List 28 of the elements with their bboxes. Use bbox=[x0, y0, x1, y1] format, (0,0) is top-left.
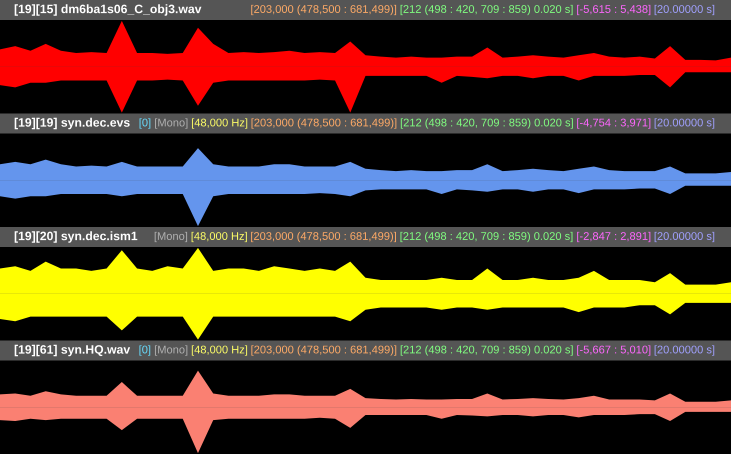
text: [20.00000 s] bbox=[654, 4, 714, 16]
text: [212 (498 : 420, 709 : 859) 0.020 s] bbox=[400, 4, 573, 16]
text: [212 (498 : 420, 709 : 859) 0.020 s] bbox=[400, 345, 573, 356]
text: [-5,667 : 5,010] bbox=[577, 345, 650, 356]
text: [-5,615 : 5,438] bbox=[577, 4, 650, 16]
text: [212 (498 : 420, 709 : 859) 0.020 s] bbox=[400, 118, 573, 129]
text: [0] bbox=[140, 118, 150, 129]
text: [203,000 (478,500 : 681,499)] bbox=[251, 4, 396, 16]
text: [0] bbox=[139, 345, 150, 356]
text: [20.00000 s] bbox=[654, 345, 714, 356]
chart-title: [19][61] syn.HQ.wav bbox=[14, 344, 130, 356]
text: [-4,754 : 3,971] bbox=[577, 118, 650, 129]
text: [48,000 Hz] bbox=[192, 232, 247, 242]
chart-title: [19][15] dm6ba1s06_C_obj3.wav bbox=[14, 4, 202, 16]
text: [203,000 (478,500 : 681,499)] bbox=[251, 345, 396, 356]
text: [20.00000 s] bbox=[654, 232, 714, 242]
text: [20.00000 s] bbox=[654, 118, 714, 129]
chart-title: [19][20] syn.dec.ism1 bbox=[14, 231, 138, 243]
text: [-2,847 : 2,891] bbox=[577, 232, 650, 242]
text: [48,000 Hz] bbox=[192, 345, 248, 356]
text: [203,000 (478,500 : 681,499)] bbox=[251, 232, 396, 242]
text: [48,000 Hz] bbox=[192, 118, 248, 129]
text: [212 (498 : 420, 709 : 859) 0.020 s] bbox=[400, 232, 572, 242]
chart-title: [19][19] syn.dec.evs bbox=[14, 118, 130, 130]
text: [203,000 (478,500 : 681,499)] bbox=[252, 118, 396, 129]
text: [Mono] bbox=[154, 232, 188, 242]
text: [Mono] bbox=[154, 345, 188, 356]
text: [Mono] bbox=[155, 118, 188, 129]
